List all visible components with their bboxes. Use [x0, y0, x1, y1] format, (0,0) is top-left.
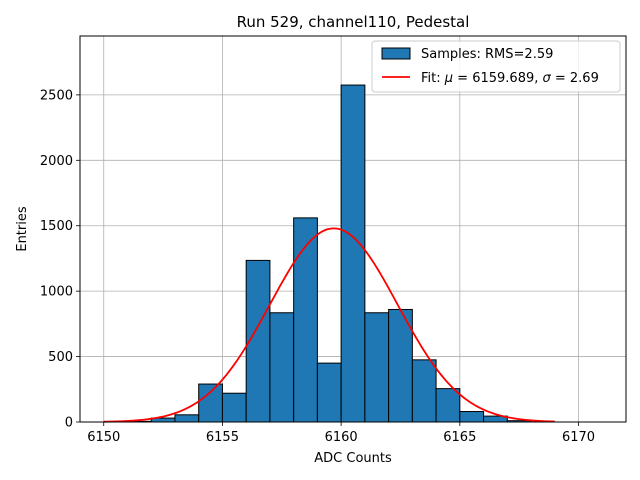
legend-fit-mu-value: = 6159.689,	[453, 71, 542, 86]
histogram-bar	[198, 383, 223, 423]
y-tick-label: 0	[65, 416, 73, 431]
legend: Samples: RMS=2.59 Fit: μ = 6159.689, σ =…	[371, 40, 621, 93]
axis-ticks: 6150 6155 6160 6165 6170 0 500 1000 1500 2000 2500	[40, 88, 595, 445]
chart-title: Run 529, channel110, Pedestal	[237, 13, 470, 31]
plot-frame	[79, 35, 627, 423]
histogram-bar	[269, 312, 295, 423]
legend-swatch-samples	[381, 47, 411, 60]
legend-fit-prefix: Fit:	[421, 71, 445, 86]
histogram-bar	[340, 84, 366, 423]
legend-label-fit: Fit: μ = 6159.689, σ = 2.69	[421, 71, 599, 86]
histogram-bar	[221, 392, 247, 423]
legend-fit-sigma-symbol: σ	[543, 71, 552, 86]
fit-curve	[103, 227, 555, 423]
y-tick-label: 2000	[40, 154, 73, 169]
legend-label-samples: Samples: RMS=2.59	[421, 47, 553, 62]
histogram-bar	[293, 217, 318, 423]
x-tick-label: 6165	[443, 430, 476, 445]
histogram-bar	[316, 362, 342, 423]
x-tick-label: 6160	[325, 430, 358, 445]
histogram-bars	[126, 84, 532, 423]
y-tick-label: 1500	[40, 219, 73, 234]
histogram-bar	[435, 388, 461, 423]
y-tick-label: 2500	[40, 88, 73, 103]
x-axis-label: ADC Counts	[314, 451, 392, 466]
x-tick-label: 6155	[206, 430, 239, 445]
y-tick-label: 500	[48, 350, 73, 365]
x-tick-label: 6170	[562, 430, 595, 445]
histogram-bar	[174, 414, 200, 423]
histogram-bar	[364, 312, 390, 423]
legend-fit-sigma-value: = 2.69	[551, 71, 599, 86]
histogram-bar	[459, 411, 485, 423]
x-tick-label: 6150	[87, 430, 120, 445]
histogram-bar	[411, 359, 437, 423]
legend-box	[371, 40, 621, 93]
legend-fit-mu-symbol: μ	[444, 71, 453, 86]
y-axis-label: Entries	[15, 206, 30, 252]
y-tick-label: 1000	[40, 285, 73, 300]
